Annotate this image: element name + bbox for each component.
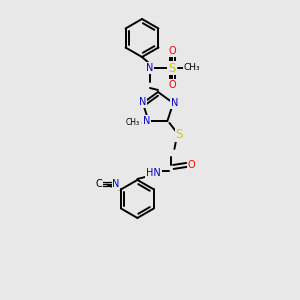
Text: O: O bbox=[168, 46, 176, 56]
Text: N: N bbox=[143, 116, 150, 126]
Text: S: S bbox=[168, 61, 176, 74]
Text: CH₃: CH₃ bbox=[125, 118, 140, 127]
Text: N: N bbox=[146, 63, 154, 73]
Text: N: N bbox=[170, 98, 178, 108]
Text: C: C bbox=[96, 179, 102, 189]
Text: N: N bbox=[139, 97, 146, 107]
Text: N: N bbox=[112, 179, 120, 189]
Text: O: O bbox=[188, 160, 195, 170]
Text: CH₃: CH₃ bbox=[184, 64, 200, 73]
Text: O: O bbox=[168, 80, 176, 90]
Text: S: S bbox=[176, 128, 183, 141]
Text: HN: HN bbox=[146, 168, 161, 178]
